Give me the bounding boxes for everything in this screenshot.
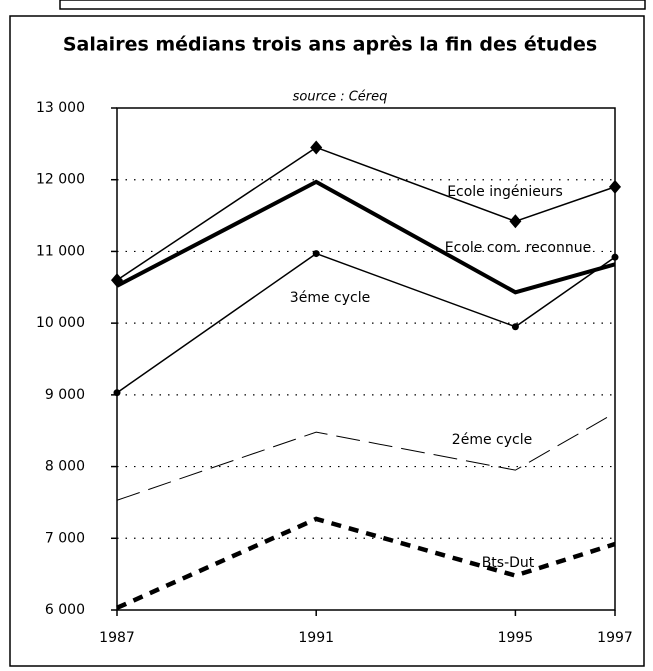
marker — [511, 323, 519, 331]
x-tick-label: 1995 — [498, 630, 534, 646]
series-label: Bts-Dut — [482, 555, 535, 571]
series-label: 2éme cycle — [452, 432, 532, 448]
x-tick-label: 1987 — [99, 630, 135, 646]
x-tick-label: 1991 — [298, 630, 334, 646]
y-tick-label: 7 000 — [45, 530, 85, 546]
chart-title: Salaires médians trois ans après la fin … — [63, 34, 597, 56]
marker — [312, 250, 320, 258]
marker — [609, 179, 621, 194]
marker — [113, 389, 121, 397]
series-line — [116, 412, 616, 501]
marker — [509, 214, 522, 229]
y-tick-label: 11 000 — [36, 243, 85, 259]
series-label: Ecole ingénieurs — [447, 184, 563, 200]
series-label: Ecole com. reconnue — [445, 240, 591, 256]
series-line — [116, 252, 616, 394]
chart-subtitle: source : Céreq — [293, 90, 388, 105]
marker — [611, 253, 619, 261]
x-tick-label: 1997 — [597, 630, 633, 646]
y-tick-label: 10 000 — [36, 315, 85, 331]
top-frame — [59, 0, 646, 10]
y-tick-label: 12 000 — [36, 172, 85, 188]
y-tick-label: 6 000 — [45, 602, 85, 618]
y-tick-label: 8 000 — [45, 459, 85, 475]
series-label: 3éme cycle — [290, 290, 370, 306]
series-line — [116, 516, 616, 610]
series-line — [116, 146, 616, 281]
y-tick-label: 9 000 — [45, 387, 85, 403]
marker — [310, 140, 323, 155]
series-line — [116, 179, 616, 295]
y-tick-label: 13 000 — [36, 100, 85, 116]
plot-frame — [116, 107, 616, 611]
outer-frame — [9, 15, 645, 667]
